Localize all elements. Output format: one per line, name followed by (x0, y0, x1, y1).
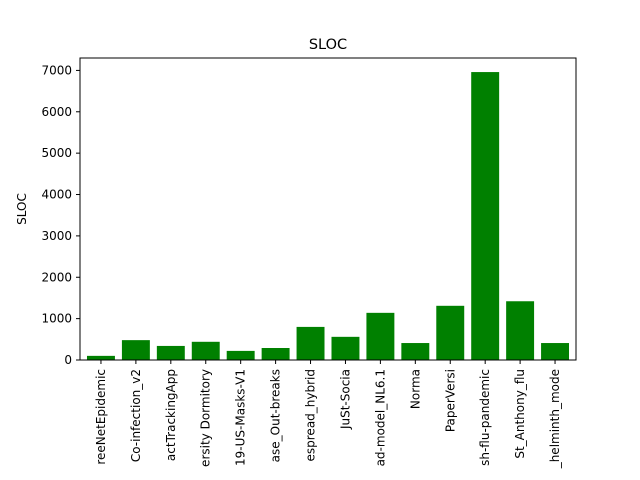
y-tick-label: 4000 (41, 188, 72, 202)
x-tick-label: actTrackingApp (164, 369, 178, 461)
x-tick-label: sh-flu-pandemic (478, 369, 492, 466)
bar-12 (506, 301, 535, 360)
y-tick-label: 1000 (41, 312, 72, 326)
x-tick-label: ersity Dormitory (199, 369, 213, 467)
y-axis-ticks: 0 1000 2000 3000 4000 5000 6000 7000 (41, 63, 80, 367)
y-axis-label: SLOC (15, 193, 29, 225)
x-tick-label: 19-US-Masks-V1 (234, 369, 248, 466)
x-tick-label: ad-model_NL6.1 (373, 369, 387, 466)
y-tick-label: 6000 (41, 105, 72, 119)
y-tick-label: 3000 (41, 229, 72, 243)
bar-1 (121, 340, 150, 360)
axes-frame (79, 57, 577, 361)
bar-0 (86, 355, 115, 360)
bar-7 (331, 336, 360, 360)
bar-11 (471, 72, 500, 361)
bar-4 (226, 350, 255, 360)
y-tick-label: 5000 (41, 146, 72, 160)
x-tick-label: Norma (408, 369, 422, 409)
y-tick-label: 2000 (41, 270, 72, 284)
x-tick-label: PaperVersi (443, 369, 457, 432)
y-tick-label: 7000 (41, 63, 72, 77)
x-tick-label: reeNetEpidemic (94, 369, 108, 465)
chart-title: SLOC (309, 37, 347, 53)
x-axis-ticks: reeNetEpidemic Co-infection_v2 actTracking… (94, 360, 562, 469)
x-tick-label: JuSt-Socia (338, 369, 352, 430)
x-tick-label: Co-infection_v2 (129, 369, 143, 462)
x-tick-label: St_Anthony_flu (513, 369, 527, 459)
bar-6 (296, 326, 325, 360)
bar-5 (261, 348, 290, 360)
y-tick-label: 0 (64, 353, 72, 367)
bar-10 (436, 305, 465, 360)
bar-8 (366, 312, 395, 360)
x-tick-label: espread_hybrid (304, 369, 318, 461)
x-tick-label: ase_Out-breaks (269, 369, 283, 462)
bars-group (86, 72, 570, 361)
bar-2 (156, 345, 185, 360)
x-tick-label: _helminth_mode (548, 369, 562, 469)
bar-3 (191, 341, 220, 360)
bar-13 (541, 343, 570, 360)
bar-9 (401, 343, 430, 360)
